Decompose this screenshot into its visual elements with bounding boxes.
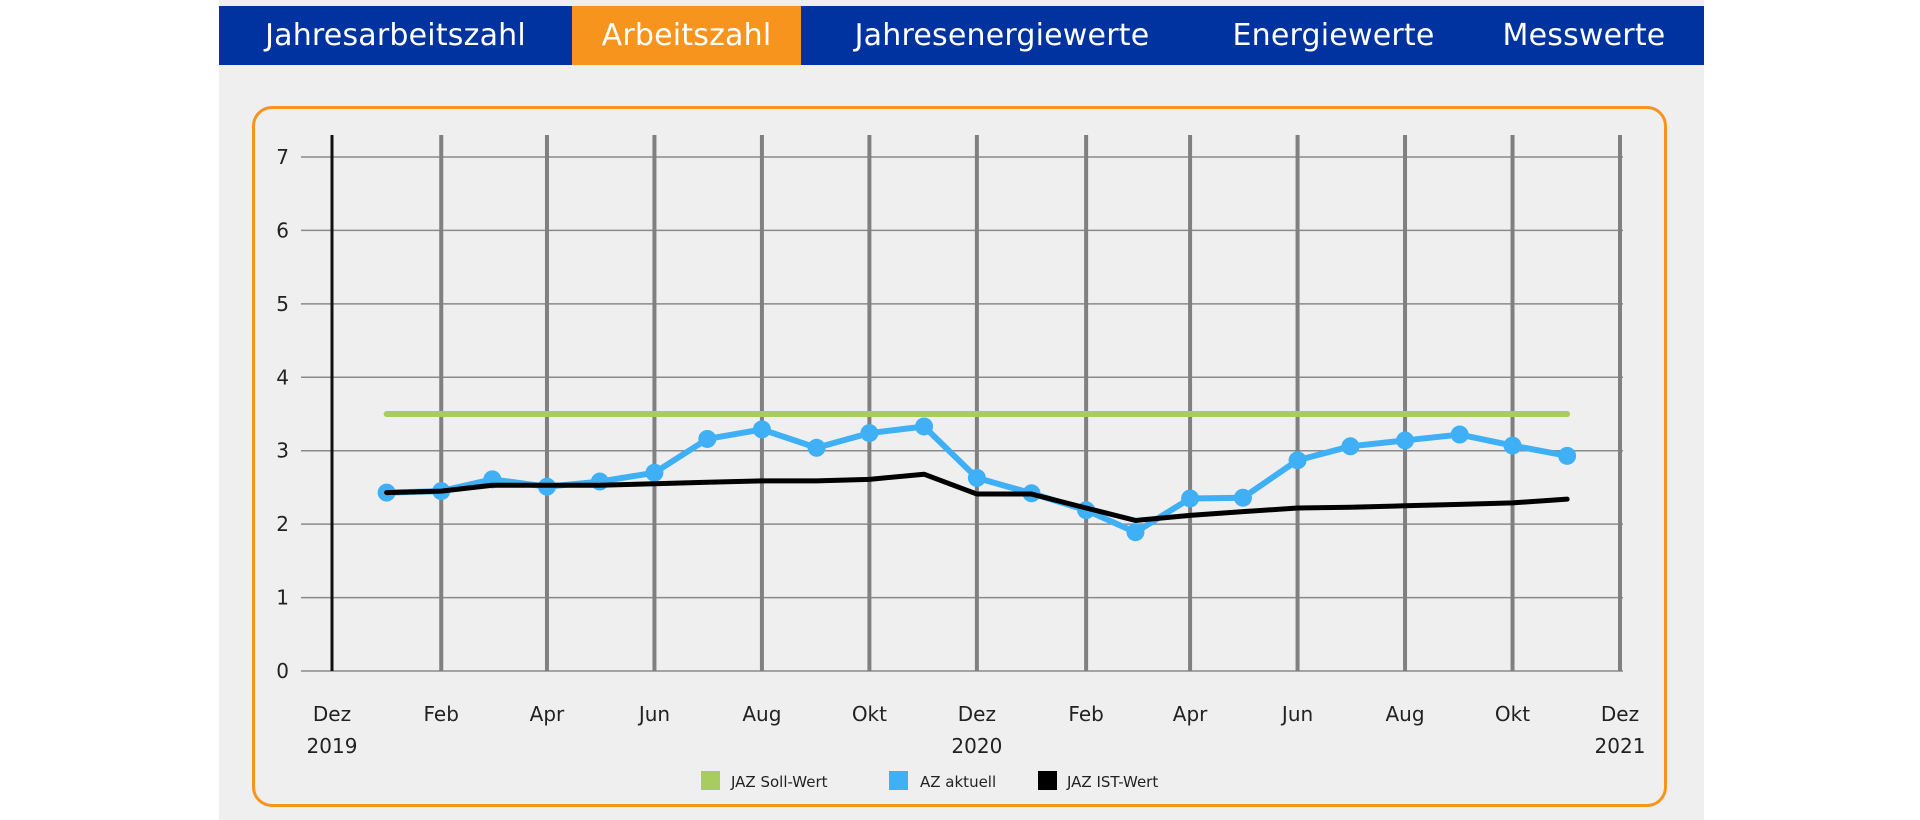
tab-jahresenergiewerte[interactable]: Jahresenergiewerte: [854, 18, 1150, 53]
data-point[interactable]: [967, 468, 986, 487]
axis-labels: 0 1 2 3 4 5 6 7 Dez 2019 Feb Apr Jun Aug Okt Dez 2020 Feb…: [276, 145, 1645, 758]
x-tick-year: 2020: [951, 734, 1002, 758]
data-point[interactable]: [1558, 446, 1577, 465]
tab-jahresarbeitszahl[interactable]: Jahresarbeitszahl: [265, 18, 526, 53]
x-tick-label: Apr: [1173, 702, 1208, 726]
x-tick-label: Okt: [852, 702, 887, 726]
x-tick-label: Jun: [637, 702, 670, 726]
line-chart: 0 1 2 3 4 5 6 7 Dez 2019 Feb Apr Jun Aug Okt Dez 2020 Feb…: [276, 135, 1645, 791]
data-point[interactable]: [590, 472, 609, 491]
y-tick-label: 1: [276, 586, 289, 610]
x-tick-year: 2019: [307, 734, 358, 758]
x-tick-label: Feb: [424, 702, 459, 726]
data-point[interactable]: [860, 424, 879, 443]
x-tick-year: 2021: [1595, 734, 1646, 758]
series-lines: [377, 411, 1577, 542]
y-tick-label: 0: [276, 659, 289, 683]
legend-swatch: [889, 771, 908, 790]
data-point[interactable]: [1341, 437, 1360, 456]
x-tick-label: Feb: [1068, 702, 1103, 726]
x-tick-label: Aug: [742, 702, 781, 726]
y-tick-label: 5: [276, 292, 289, 316]
data-point[interactable]: [698, 429, 717, 448]
data-point[interactable]: [1126, 523, 1145, 542]
data-point[interactable]: [645, 463, 664, 482]
y-tick-label: 3: [276, 439, 289, 463]
data-point[interactable]: [1503, 436, 1522, 455]
y-tick-label: 4: [276, 365, 289, 389]
data-point[interactable]: [1233, 488, 1252, 507]
app-window: Jahresarbeitszahl Arbeitszahl Jahresener…: [219, 0, 1704, 820]
data-point[interactable]: [915, 417, 934, 436]
legend-swatch: [701, 771, 720, 790]
data-point[interactable]: [1396, 431, 1415, 450]
x-tick-label: Apr: [530, 702, 565, 726]
y-tick-label: 6: [276, 218, 289, 242]
x-tick-label: Dez: [313, 702, 351, 726]
x-tick-label: Aug: [1386, 702, 1425, 726]
data-point[interactable]: [1450, 425, 1469, 444]
x-tick-label: Jun: [1280, 702, 1313, 726]
tab-bar: Jahresarbeitszahl Arbeitszahl Jahresener…: [219, 6, 1704, 65]
chart-card: 0 1 2 3 4 5 6 7 Dez 2019 Feb Apr Jun Aug Okt Dez 2020 Feb…: [252, 106, 1667, 807]
y-tick-label: 7: [276, 145, 289, 169]
legend-label: JAZ Soll-Wert: [730, 773, 828, 791]
tab-messwerte[interactable]: Messwerte: [1502, 18, 1666, 53]
x-tick-label: Dez: [958, 702, 996, 726]
legend-swatch: [1038, 771, 1057, 790]
data-point[interactable]: [752, 420, 771, 439]
series-line-2: [384, 471, 1570, 523]
grid: [301, 135, 1623, 672]
x-tick-label: Dez: [1601, 702, 1639, 726]
data-point[interactable]: [1181, 489, 1200, 508]
tab-arbeitszahl[interactable]: Arbeitszahl: [572, 6, 801, 65]
y-tick-label: 2: [276, 512, 289, 536]
legend: JAZ Soll-Wert AZ aktuell JAZ IST-Wert: [701, 771, 1158, 791]
data-point[interactable]: [1288, 451, 1307, 470]
legend-label: AZ aktuell: [920, 773, 996, 791]
legend-label: JAZ IST-Wert: [1066, 773, 1158, 791]
data-point[interactable]: [807, 438, 826, 457]
tab-energiewerte[interactable]: Energiewerte: [1232, 18, 1435, 53]
x-tick-label: Okt: [1495, 702, 1530, 726]
